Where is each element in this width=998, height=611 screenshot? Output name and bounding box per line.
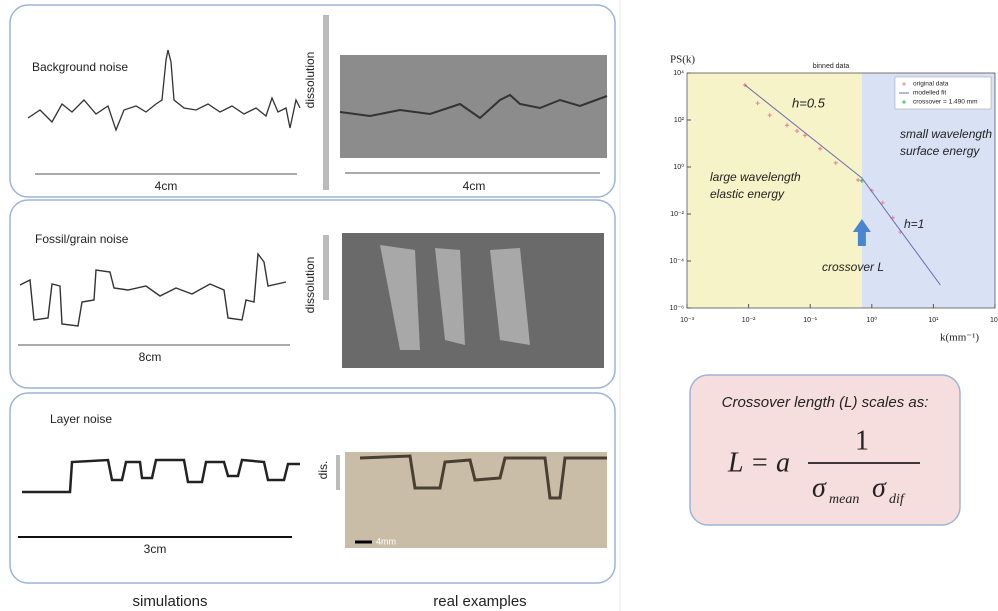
scale-label: 4cm [463,179,486,193]
x-tick-label: 10² [990,317,998,324]
photo [340,55,607,158]
side-bar [336,455,340,490]
scale-label: 8cm [139,350,162,364]
annotation: surface energy [900,144,980,158]
chart-title: binned data [813,63,850,70]
y-tick-label: 10⁻⁴ [670,258,685,265]
side-label: dis. [316,461,330,480]
photo [345,452,607,548]
side-bar [323,235,329,300]
formula-sigma: σ [872,472,887,503]
scale-label: 4cm [155,179,178,193]
side-label: dissolution [303,257,317,314]
photo [342,233,604,368]
legend-label: original data [913,81,949,88]
formula-caption: Crossover length (L) scales as: [722,394,929,411]
scale-label: 3cm [144,542,167,556]
y-tick-label: 10² [674,117,685,124]
y-tick-label: 10⁰ [673,163,684,171]
x-tick-label: 10⁻¹ [803,317,817,324]
chart: 10⁻³ 10⁻² 10⁻¹ 10⁰ 10¹ 10² 10⁻⁶ 10⁻⁴ 10⁻² 10⁰ 10² 1… [670,54,998,344]
scale-label: 4mm [376,536,396,546]
legend-label: modelled fit [913,90,946,97]
figure: Background noise 4cm dissolution 4cm Fos… [0,0,998,611]
formula-sub: mean [829,492,859,507]
annotation: small wavelength [900,127,992,141]
annotation: large wavelength [710,170,801,184]
annotation: h=1 [904,217,924,231]
side-bar [323,15,329,190]
side-label: dissolution [303,52,317,109]
y-tick-label: 10⁴ [673,70,684,77]
formula-lhs: L = a [727,447,790,478]
footer-label: simulations [132,593,207,610]
x-axis-label: k(mm⁻¹) [940,332,979,344]
annotation: h=0.5 [792,95,826,110]
y-tick-label: 10⁻² [670,211,684,218]
legend-label: crossover = 1.490 mm [913,99,977,106]
x-tick-label: 10⁻² [742,317,756,324]
formula-sigma: σ [812,472,827,503]
annotation: elastic energy [710,187,785,201]
x-tick-label: 10¹ [928,317,939,324]
panel-title: Background noise [32,60,128,74]
x-tick-label: 10⁻³ [680,317,694,324]
y-axis-label: PS(k) [670,54,695,66]
formula-numerator: 1 [855,425,869,456]
footer-label: real examples [433,593,526,610]
annotation: crossover L [822,260,884,274]
formula-sub: dif [889,492,906,507]
y-tick-label: 10⁻⁶ [670,305,684,312]
x-tick-label: 10⁰ [867,316,878,324]
panel-title: Fossil/grain noise [35,232,129,246]
panel-title: Layer noise [50,412,112,426]
photo-detail [380,245,530,350]
